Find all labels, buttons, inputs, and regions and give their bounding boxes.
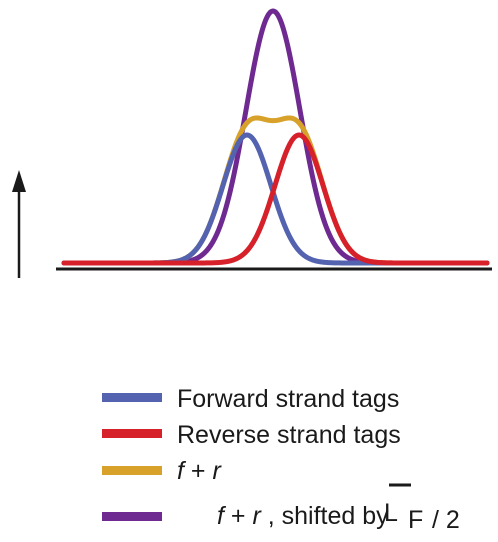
legend-swatch-shifted — [102, 512, 162, 521]
legend-swatch-forward — [102, 393, 162, 402]
legend-item-shifted: f + r , shifted by L F / 2 — [102, 483, 460, 534]
legend: Forward strand tags Reverse strand tags … — [102, 385, 460, 534]
legend-shifted-suffix: , shifted by — [261, 502, 396, 530]
legend-label-reverse: Reverse strand tags — [177, 421, 401, 449]
legend-shifted-plus: + — [224, 502, 253, 530]
reverse-strand-curve — [61, 132, 490, 266]
legend-swatch-reverse — [102, 429, 162, 438]
legend-item-forward: Forward strand tags — [102, 385, 399, 413]
forward-strand-curve — [61, 132, 490, 266]
legend-item-reverse: Reverse strand tags — [102, 421, 401, 449]
legend-sum-f: f — [177, 457, 187, 485]
shifted-sum-curve — [61, 8, 490, 266]
legend-shifted-f: f — [217, 502, 227, 530]
legend-shifted-r: r — [252, 502, 262, 530]
legend-sum-r: r — [212, 457, 222, 485]
legend-shifted-over2: / 2 — [425, 506, 460, 534]
legend-label-sum: f + r — [177, 457, 222, 485]
legend-sum-plus: + — [184, 457, 213, 485]
legend-item-sum: f + r — [102, 457, 222, 485]
legend-label-forward: Forward strand tags — [177, 385, 399, 413]
legend-label-shifted: f + r , shifted by — [177, 502, 427, 530]
legend-shifted-F: F — [408, 506, 423, 534]
y-axis-arrow — [12, 170, 26, 278]
legend-swatch-sum — [102, 466, 162, 475]
legend-shifted-L: L — [384, 499, 398, 527]
